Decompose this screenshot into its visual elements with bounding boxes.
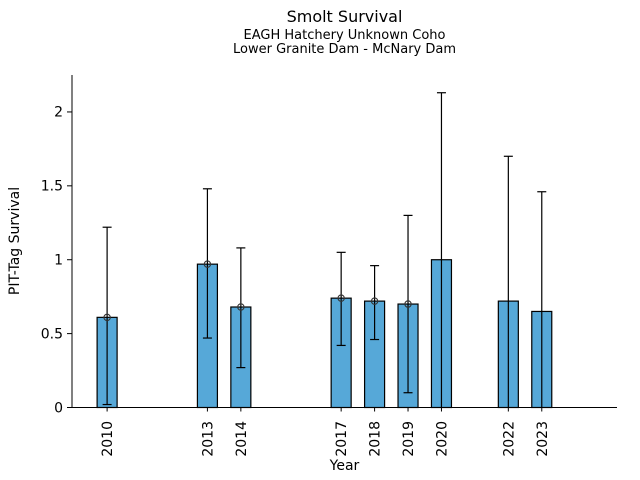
x-tick-label: 2014	[234, 421, 250, 457]
point-marker-2013	[203, 260, 212, 268]
y-tick-label: 0.5	[41, 326, 63, 342]
point-marker-2010	[103, 313, 111, 322]
point-marker-2018	[370, 297, 379, 305]
x-tick-label: 2017	[334, 421, 350, 457]
point-marker-2014	[237, 303, 245, 311]
y-tick-label: 2	[54, 105, 63, 121]
chart-subtitle-line1: EAGH Hatchery Unknown Coho	[243, 28, 446, 43]
y-tick-label: 1	[54, 253, 63, 269]
x-tick-label: 2019	[401, 421, 417, 457]
y-tick-label: 0	[54, 400, 63, 416]
x-tick-label: 2010	[100, 421, 116, 457]
point-marker-2017	[337, 294, 345, 302]
chart-title: Smolt Survival	[286, 7, 403, 26]
x-tick-label: 2018	[368, 421, 384, 457]
x-tick-label: 2023	[535, 421, 551, 457]
x-tick-label: 2022	[501, 421, 517, 457]
x-tick-label: 2013	[200, 421, 216, 457]
chart-subtitle-line2: Lower Granite Dam - McNary Dam	[233, 42, 456, 57]
x-axis-label: Year	[329, 458, 360, 474]
point-marker-2019	[404, 300, 412, 308]
y-tick-label: 1.5	[41, 179, 63, 195]
x-tick-label: 2020	[434, 421, 450, 457]
